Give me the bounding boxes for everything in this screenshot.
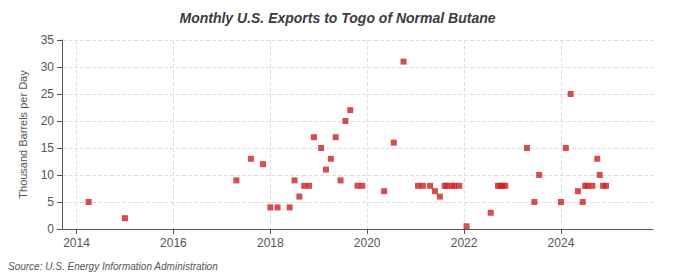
svg-text:25: 25: [41, 87, 55, 101]
svg-text:2024: 2024: [548, 236, 575, 250]
svg-text:2022: 2022: [451, 236, 478, 250]
svg-text:10: 10: [41, 168, 55, 182]
svg-text:15: 15: [41, 141, 55, 155]
svg-text:Monthly U.S. Exports to Togo o: Monthly U.S. Exports to Togo of Normal B…: [179, 10, 495, 26]
svg-text:2018: 2018: [257, 236, 284, 250]
svg-text:0: 0: [47, 222, 54, 236]
svg-text:2016: 2016: [160, 236, 187, 250]
svg-text:2014: 2014: [63, 236, 90, 250]
svg-text:2020: 2020: [354, 236, 381, 250]
svg-text:20: 20: [41, 114, 55, 128]
svg-text:30: 30: [41, 60, 55, 74]
svg-text:Source: U.S. Energy Informatio: Source: U.S. Energy Information Administ…: [8, 261, 218, 272]
svg-text:35: 35: [41, 33, 55, 47]
svg-text:Thousand Barrels per Day: Thousand Barrels per Day: [17, 70, 29, 199]
svg-text:5: 5: [47, 195, 54, 209]
